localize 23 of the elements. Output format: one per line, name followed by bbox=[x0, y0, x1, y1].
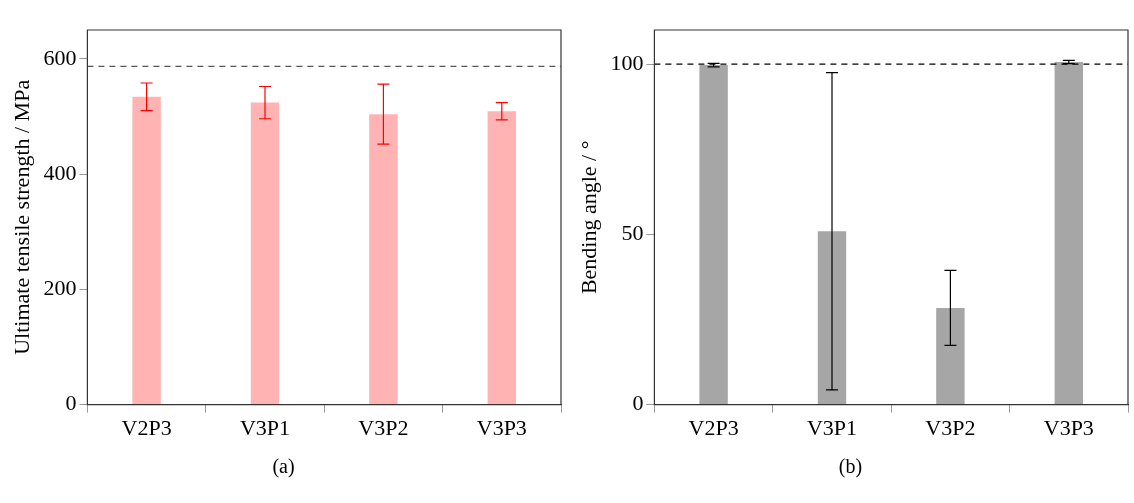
bar bbox=[699, 65, 728, 405]
x-tick-label: V3P1 bbox=[239, 414, 291, 440]
bar bbox=[936, 307, 965, 405]
text: (b) bbox=[838, 455, 863, 478]
x-tick-label: V3P3 bbox=[1043, 414, 1094, 440]
y-tick-label: 100 bbox=[610, 49, 644, 75]
x-tick-label: V3P2 bbox=[925, 414, 976, 440]
y-tick-label: 400 bbox=[43, 159, 77, 185]
x-tick-label: V3P2 bbox=[358, 414, 409, 440]
bar bbox=[817, 231, 847, 405]
x-tick-label: V3P3 bbox=[476, 414, 527, 440]
text: (a) bbox=[272, 455, 295, 478]
y-tick-label: 600 bbox=[43, 44, 77, 70]
y-tick-label: 200 bbox=[43, 275, 77, 301]
x-tick-label: V2P3 bbox=[688, 414, 739, 440]
y-tick-label: 50 bbox=[621, 220, 644, 246]
y-tick-label: 0 bbox=[65, 390, 77, 416]
x-tick-label: V2P3 bbox=[121, 414, 172, 440]
bar bbox=[1054, 62, 1084, 405]
y-axis-title: Ultimate tensile strength / MPa bbox=[8, 79, 34, 355]
y-axis-title: Bending angle / ° bbox=[575, 140, 601, 295]
x-tick-label: V3P1 bbox=[806, 414, 858, 440]
y-tick-label: 0 bbox=[632, 390, 644, 416]
